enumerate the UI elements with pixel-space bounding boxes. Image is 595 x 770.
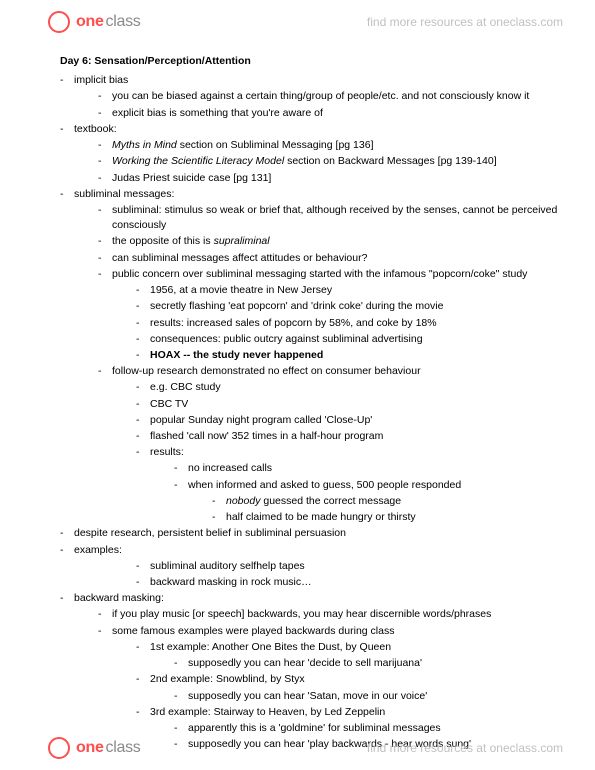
note-item: when informed and asked to guess, 500 pe… xyxy=(174,478,559,493)
note-text: flashed 'call now' 352 times in a half-h… xyxy=(150,430,383,442)
note-item: results: xyxy=(136,445,559,460)
note-text: secretly flashing 'eat popcorn' and 'dri… xyxy=(150,300,443,312)
note-item: 3rd example: Stairway to Heaven, by Led … xyxy=(136,705,559,720)
brand-logo-footer: oneclass xyxy=(48,737,141,759)
logo-circle-icon xyxy=(48,737,70,759)
note-item: subliminal auditory selfhelp tapes xyxy=(136,559,559,574)
note-item: half claimed to be made hungry or thirst… xyxy=(212,510,559,525)
note-item: examples: xyxy=(60,543,559,558)
note-item: CBC TV xyxy=(136,397,559,412)
note-text: HOAX -- the study never happened xyxy=(150,349,323,361)
note-italic-prefix: Myths in Mind xyxy=(112,139,177,151)
note-text: 1st example: Another One Bites the Dust,… xyxy=(150,641,391,653)
brand-class: class xyxy=(106,739,141,757)
note-item: Judas Priest suicide case [pg 131] xyxy=(98,171,559,186)
note-item: Working the Scientific Literacy Model se… xyxy=(98,154,559,169)
note-item: subliminal: stimulus so weak or brief th… xyxy=(98,203,559,233)
note-text: if you play music [or speech] backwards,… xyxy=(112,608,491,620)
note-item: if you play music [or speech] backwards,… xyxy=(98,607,559,622)
note-text: explicit bias is something that you're a… xyxy=(112,107,323,119)
note-text: no increased calls xyxy=(188,462,272,474)
note-text: textbook: xyxy=(74,123,117,135)
note-text: results: increased sales of popcorn by 5… xyxy=(150,317,437,329)
logo-circle-icon xyxy=(48,11,70,33)
note-item: textbook: xyxy=(60,122,559,137)
note-text: popular Sunday night program called 'Clo… xyxy=(150,414,372,426)
note-item: backward masking in rock music… xyxy=(136,575,559,590)
note-italic-prefix: Working the Scientific Literacy Model xyxy=(112,155,284,167)
note-text: follow-up research demonstrated no effec… xyxy=(112,365,421,377)
note-text: can subliminal messages affect attitudes… xyxy=(112,252,367,264)
note-item: no increased calls xyxy=(174,461,559,476)
note-text: Judas Priest suicide case [pg 131] xyxy=(112,172,271,184)
note-item: consequences: public outcry against subl… xyxy=(136,332,559,347)
note-item: explicit bias is something that you're a… xyxy=(98,106,559,121)
note-text: the opposite of this is supraliminal xyxy=(112,235,270,247)
note-text: subliminal messages: xyxy=(74,188,174,200)
note-text: supposedly you can hear 'decide to sell … xyxy=(188,657,422,669)
note-item: nobody guessed the correct message xyxy=(212,494,559,509)
note-item: supposedly you can hear 'Satan, move in … xyxy=(174,689,559,704)
note-text: you can be biased against a certain thin… xyxy=(112,90,529,102)
note-text: when informed and asked to guess, 500 pe… xyxy=(188,479,461,491)
note-item: the opposite of this is supraliminal xyxy=(98,234,559,249)
note-item: can subliminal messages affect attitudes… xyxy=(98,251,559,266)
notes-content: Day 6: Sensation/Perception/Attention im… xyxy=(60,54,559,753)
note-item: HOAX -- the study never happened xyxy=(136,348,559,363)
note-item: some famous examples were played backwar… xyxy=(98,624,559,639)
note-text: nobody guessed the correct message xyxy=(226,495,401,507)
brand-one: one xyxy=(76,13,104,31)
note-item: Myths in Mind section on Subliminal Mess… xyxy=(98,138,559,153)
note-item: flashed 'call now' 352 times in a half-h… xyxy=(136,429,559,444)
page-footer: oneclass find more resources at oneclass… xyxy=(0,732,595,764)
note-text: 2nd example: Snowblind, by Styx xyxy=(150,673,305,685)
note-text: implicit bias xyxy=(74,74,128,86)
notes-list: implicit bias you can be biased against a… xyxy=(60,73,559,752)
note-text: some famous examples were played backwar… xyxy=(112,625,394,637)
note-text: e.g. CBC study xyxy=(150,381,221,393)
note-item: secretly flashing 'eat popcorn' and 'dri… xyxy=(136,299,559,314)
brand-one: one xyxy=(76,739,104,757)
note-item: you can be biased against a certain thin… xyxy=(98,89,559,104)
note-item: public concern over subliminal messaging… xyxy=(98,267,559,282)
note-item: 2nd example: Snowblind, by Styx xyxy=(136,672,559,687)
note-italic-prefix: nobody xyxy=(226,495,260,507)
note-text: supposedly you can hear 'Satan, move in … xyxy=(188,690,427,702)
note-item: despite research, persistent belief in s… xyxy=(60,526,559,541)
note-text: backward masking in rock music… xyxy=(150,576,312,588)
note-italic-suffix: supraliminal xyxy=(214,235,270,247)
note-item: popular Sunday night program called 'Clo… xyxy=(136,413,559,428)
header-find-link[interactable]: find more resources at oneclass.com xyxy=(367,15,563,29)
note-item: subliminal messages: xyxy=(60,187,559,202)
note-text: consequences: public outcry against subl… xyxy=(150,333,423,345)
note-item: 1956, at a movie theatre in New Jersey xyxy=(136,283,559,298)
note-item: 1st example: Another One Bites the Dust,… xyxy=(136,640,559,655)
note-text: public concern over subliminal messaging… xyxy=(112,268,527,280)
note-item: e.g. CBC study xyxy=(136,380,559,395)
note-text: 3rd example: Stairway to Heaven, by Led … xyxy=(150,706,385,718)
brand-logo: oneclass xyxy=(48,11,141,33)
note-text: Myths in Mind section on Subliminal Mess… xyxy=(112,139,373,151)
note-text: backward masking: xyxy=(74,592,164,604)
note-text: 1956, at a movie theatre in New Jersey xyxy=(150,284,332,296)
note-text: CBC TV xyxy=(150,398,188,410)
footer-find-link[interactable]: find more resources at oneclass.com xyxy=(367,741,563,755)
note-text: half claimed to be made hungry or thirst… xyxy=(226,511,416,523)
note-item: implicit bias xyxy=(60,73,559,88)
note-text: examples: xyxy=(74,544,122,556)
note-text: despite research, persistent belief in s… xyxy=(74,527,346,539)
note-text: Working the Scientific Literacy Model se… xyxy=(112,155,497,167)
note-text: subliminal: stimulus so weak or brief th… xyxy=(112,204,557,231)
brand-class: class xyxy=(106,13,141,31)
note-text: results: xyxy=(150,446,184,458)
page-title: Day 6: Sensation/Perception/Attention xyxy=(60,54,559,69)
note-item: follow-up research demonstrated no effec… xyxy=(98,364,559,379)
note-item: supposedly you can hear 'decide to sell … xyxy=(174,656,559,671)
note-item: backward masking: xyxy=(60,591,559,606)
note-text: subliminal auditory selfhelp tapes xyxy=(150,560,305,572)
note-item: results: increased sales of popcorn by 5… xyxy=(136,316,559,331)
page-header: oneclass find more resources at oneclass… xyxy=(0,6,595,38)
